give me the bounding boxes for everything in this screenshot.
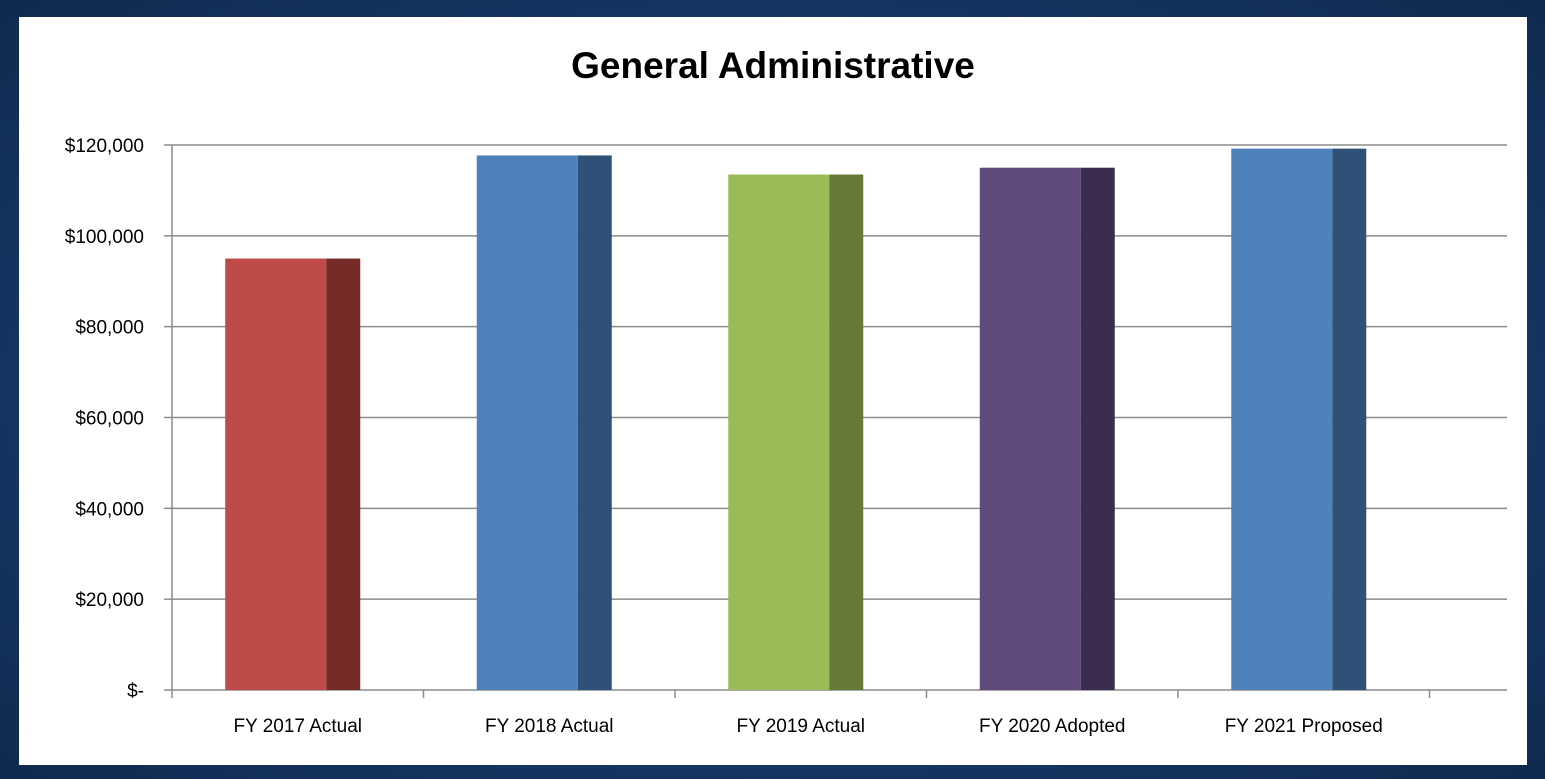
bar-side [1080, 167, 1115, 691]
y-tick-label: $40,000 [75, 499, 144, 520]
bar [728, 174, 830, 691]
x-tick-label: FY 2020 Adopted [979, 716, 1126, 737]
bar [1231, 148, 1333, 691]
chart-title: General Administrative [571, 45, 975, 86]
y-tick-label: $- [127, 681, 144, 702]
y-tick-label: $20,000 [75, 590, 144, 611]
bar-side [829, 174, 864, 691]
chart-panel: General Administrative $- $20,000 $40,000 $… [19, 17, 1527, 765]
y-tick-label: $80,000 [75, 318, 144, 339]
bar-side [1332, 148, 1367, 691]
y-tick-label: $120,000 [65, 136, 144, 157]
x-tick-label: FY 2021 Proposed [1225, 716, 1383, 737]
bar [476, 155, 578, 691]
y-tick-label: $100,000 [65, 227, 144, 248]
bar [225, 258, 327, 690]
bar [979, 167, 1081, 691]
bar-chart: $- $20,000 $40,000 $60,000 $80,000 $100,000 $1… [65, 136, 1507, 737]
bar-side [577, 155, 612, 691]
x-tick-label: FY 2017 Actual [233, 716, 362, 737]
bar-side [326, 258, 361, 690]
y-tick-label: $60,000 [75, 409, 144, 430]
x-tick-label: FY 2018 Actual [485, 716, 614, 737]
x-tick-label: FY 2019 Actual [736, 716, 865, 737]
